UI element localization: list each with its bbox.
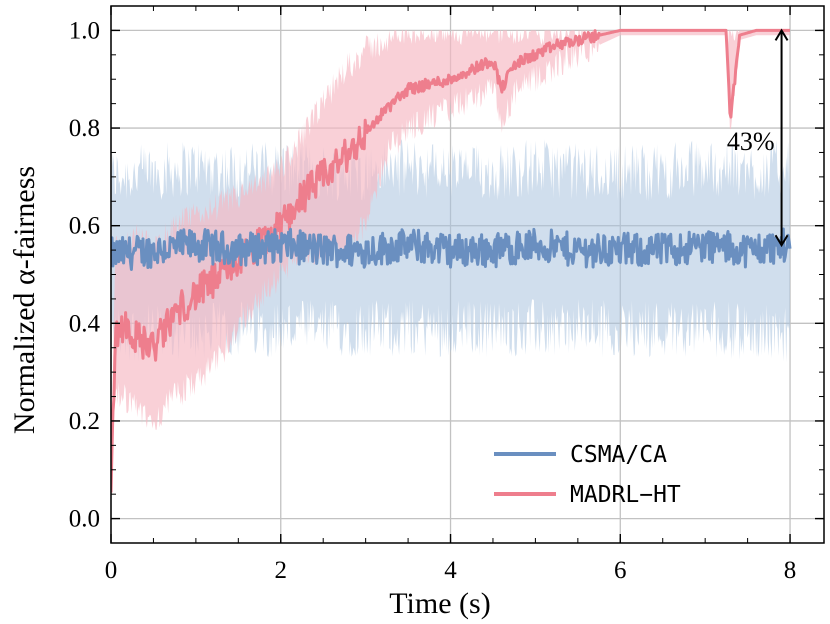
line-csma-ca — [111, 227, 792, 271]
y-tick-label: 0.6 — [69, 213, 100, 240]
x-tick-label: 0 — [105, 557, 118, 584]
legend: CSMA/CA MADRL−HT — [494, 442, 681, 508]
y-tick-label: 0.2 — [69, 408, 100, 435]
y-tick-label: 0.0 — [69, 506, 100, 533]
annotation: 43% — [727, 28, 789, 248]
y-axis-label: Normalized α-fairness — [8, 166, 41, 434]
line-madrl-ht — [111, 28, 791, 493]
y-tick-label: 0.4 — [69, 310, 101, 337]
y-tick-label: 1.0 — [69, 17, 100, 44]
legend-label: MADRL−HT — [570, 482, 681, 508]
annotation-arrowhead-bottom — [774, 234, 789, 248]
x-tick-label: 8 — [784, 557, 797, 584]
annotation-arrowhead-top — [774, 28, 789, 41]
x-tick-label: 2 — [275, 557, 288, 584]
tick-labels: 0 2 4 6 8 0.0 0.2 0.4 0.6 0.8 1.0 — [69, 17, 797, 584]
series-lines — [111, 28, 792, 493]
y-tick-label: 0.8 — [69, 115, 100, 142]
band-madrl-ht — [111, 30, 790, 505]
axis-ticks — [110, 6, 824, 544]
x-axis-label: Time (s) — [389, 587, 490, 620]
x-tick-label: 6 — [614, 557, 627, 584]
x-tick-label: 4 — [444, 557, 457, 584]
annotation-label: 43% — [727, 127, 775, 156]
legend-label: CSMA/CA — [570, 442, 667, 468]
